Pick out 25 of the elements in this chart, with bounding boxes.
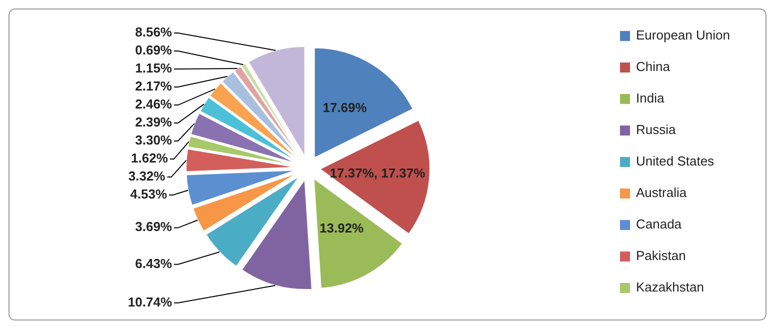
legend-label: United States	[636, 153, 715, 168]
data-label: 3.69%	[135, 219, 172, 234]
data-label: 1.62%	[131, 150, 168, 166]
data-label: 3.30%	[135, 132, 172, 148]
legend-label: China	[636, 58, 671, 74]
data-label: 17.37%, 17.37%	[330, 165, 426, 180]
data-label: 13.92%	[320, 220, 364, 236]
data-label: 1.15%	[135, 60, 172, 76]
data-label: 17.69%	[322, 100, 368, 116]
legend-label: Russia	[636, 122, 677, 137]
data-label: 4.53%	[130, 186, 168, 202]
legend-label: Canada	[636, 216, 682, 232]
data-label: 2.46%	[135, 96, 172, 112]
legend-label: Pakistan	[636, 248, 686, 263]
legend-label: Kazakhstan	[636, 279, 704, 294]
legend-label: India	[636, 90, 665, 106]
data-label: 8.56%	[135, 24, 172, 40]
data-label: 10.74%	[128, 294, 172, 310]
data-label: 0.69%	[135, 42, 172, 58]
data-label: 6.43%	[135, 256, 172, 271]
data-label: 2.39%	[135, 114, 172, 130]
legend-label: Australia	[636, 184, 688, 200]
data-label: 2.17%	[135, 78, 172, 94]
data-label: 3.32%	[128, 168, 166, 184]
legend-label: European Union	[636, 27, 730, 42]
